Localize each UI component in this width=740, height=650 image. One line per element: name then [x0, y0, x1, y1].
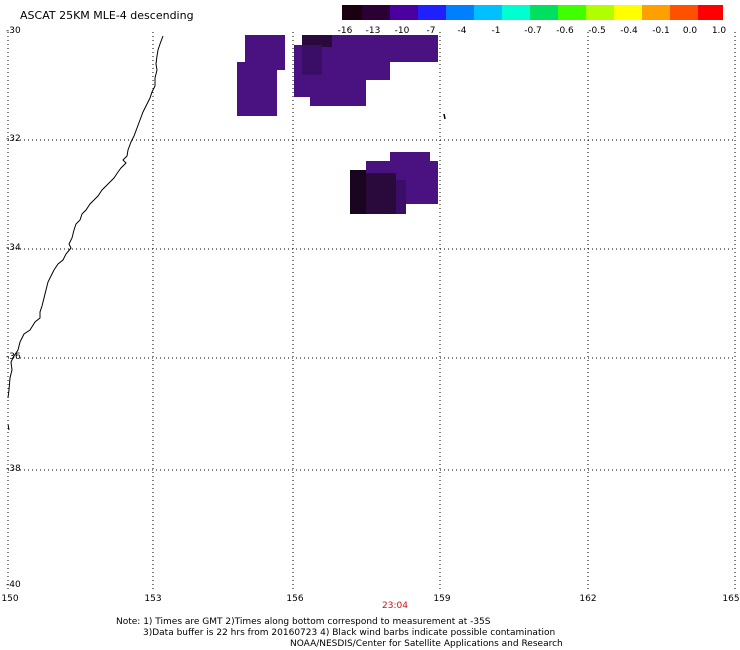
lat-label: -40 [6, 580, 21, 590]
map-title: ASCAT 25KM MLE-4 descending [20, 9, 194, 22]
colorbar-label: -10 [394, 26, 410, 36]
wind-cell [302, 45, 322, 75]
colorbar-label: -13 [365, 26, 381, 36]
colorbar-segment [446, 5, 474, 20]
colorbar-label: -1 [491, 26, 501, 36]
colorbar-segment [642, 5, 670, 20]
wind-cell [310, 60, 390, 80]
lat-label: -34 [6, 243, 21, 253]
colorbar-segment [670, 5, 698, 20]
colorbar-label: -7 [426, 26, 436, 36]
colorbar-label: -0.7 [524, 26, 542, 36]
colorbar-segment [614, 5, 642, 20]
lat-label: -32 [6, 134, 21, 144]
lon-label: 156 [286, 594, 304, 604]
colorbar-segment [390, 5, 418, 20]
colorbar-segment [362, 5, 390, 20]
wind-cell [302, 35, 332, 47]
footnote-line-3: NOAA/NESDIS/Center for Satellite Applica… [290, 639, 563, 649]
pass-time: 23:04 [382, 601, 408, 611]
colorbar-segment [474, 5, 502, 20]
colorbar-label: 1.0 [711, 26, 727, 36]
wind-cells-south [350, 152, 438, 214]
lon-label: 165 [722, 594, 740, 604]
lon-label: 153 [144, 594, 162, 604]
colorbar-segment [342, 5, 362, 20]
colorbar-segment [698, 5, 723, 20]
colorbar-label: -0.6 [556, 26, 574, 36]
lat-label: -30 [6, 26, 21, 36]
colorbar-label: -4 [457, 26, 467, 36]
wind-cell [350, 170, 366, 214]
coastline-island [7, 423, 10, 431]
lon-label: 162 [579, 594, 597, 604]
colorbar-segment [502, 5, 530, 20]
lon-label: 159 [433, 594, 451, 604]
colorbar-label: 0.0 [682, 26, 698, 36]
coastline [7, 35, 164, 399]
lat-label: -36 [6, 352, 21, 362]
footnote-line-2: 3)Data buffer is 22 hrs from 20160723 4)… [143, 628, 556, 638]
colorbar-segment [530, 5, 558, 20]
lat-label: -38 [6, 464, 21, 474]
wind-cell [366, 173, 396, 214]
colorbar-label: -16 [337, 26, 353, 36]
wind-cell [396, 180, 406, 214]
grid-lines [7, 32, 736, 590]
footnote-line-1: Note: 1) Times are GMT 2)Times along bot… [116, 617, 491, 627]
colorbar-segment [418, 5, 446, 20]
island-mark [443, 113, 446, 120]
colorbar-segment [586, 5, 614, 20]
colorbar-segment [558, 5, 586, 20]
wind-cell [237, 62, 277, 116]
colorbar [342, 5, 723, 20]
lon-label: 150 [1, 594, 19, 604]
wind-cells-north [237, 35, 438, 116]
wind-cell [310, 78, 366, 106]
colorbar-label: -0.4 [620, 26, 638, 36]
colorbar-label: -0.5 [588, 26, 606, 36]
colorbar-label: -0.1 [652, 26, 670, 36]
